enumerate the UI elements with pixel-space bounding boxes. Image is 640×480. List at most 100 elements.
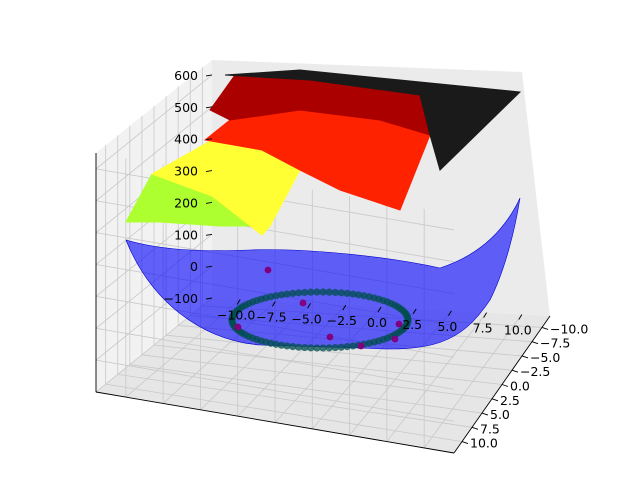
scatter-point [264,266,272,274]
ring-marker [319,288,327,296]
scatter-point [395,320,403,328]
ring-marker [313,344,321,352]
x-tick-mark [236,299,241,305]
ring-marker [313,288,321,296]
ring-marker [277,291,286,299]
ring-marker [325,288,333,296]
ring-marker [307,344,315,352]
y-tick-mark [491,398,499,402]
scatter-point [391,335,399,343]
y-tick-mark [511,369,519,373]
tick-layer: −10.0 −7.5 −5.0 −2.5 0.0 2.5 5.0 7.5 10.0 −10.0−7… [164,68,589,451]
z-tick-label: 400 [174,132,198,147]
x-tick-label: −10.0 [217,308,255,323]
z-tick-mark [205,74,213,77]
x-tick-mark [377,306,382,313]
ring-marker [349,290,357,298]
y-tick-label: 0.0 [510,379,530,394]
ring-marker [337,343,345,351]
ring-marker [337,289,345,297]
y-gridline [117,373,473,428]
y-tick-mark [501,384,509,387]
scatter-point [326,333,334,341]
ring-marker [283,342,291,350]
z-tick-mark [205,138,213,141]
y-gridline [153,344,503,385]
z-tick-label: 300 [174,164,198,179]
ring-marker [289,289,297,297]
y-tick-label: −10.0 [550,321,588,336]
scatter-layer [234,266,403,350]
x-tick-mark [412,308,417,315]
bowl-surface [125,197,521,350]
y-gridline [141,354,493,400]
x-tick-mark [307,303,311,309]
x-tick-label: 7.5 [473,321,493,336]
z-tick-mark [205,265,213,268]
x-tick-label: −5.0 [291,311,321,326]
x-tick-mark [448,310,452,316]
y-tick-mark [531,341,539,345]
y-tick-mark [461,441,469,445]
ring-marker [289,343,297,351]
z-tick-label: 500 [174,100,198,115]
ring-marker [319,344,327,352]
ring-marker [343,289,351,297]
ring-marker [272,292,280,300]
ring-marker [301,343,309,352]
ring-marker [349,342,357,350]
ring-marker [354,291,363,299]
ring-marker-layer [228,288,412,352]
z-tick-label: 0 [190,259,198,274]
scatter-point [357,342,365,350]
y-tick-mark [541,326,549,330]
z-tick-mark [205,233,213,236]
x-tick-label: 10.0 [504,323,532,338]
x-tick-label: −2.5 [327,313,357,328]
y-tick-mark [471,426,479,430]
surface-layer [125,69,522,350]
y-gridline [105,383,463,442]
x-tick-mark [483,312,488,318]
z-tick-label: 100 [174,227,198,242]
ring-marker [307,288,315,296]
y-tick-mark [481,412,489,416]
y-tick-label: −7.5 [540,336,570,351]
ring-marker [404,314,412,322]
y-tick-label: −2.5 [520,364,550,379]
upper-surface-band [224,69,522,171]
x-tick-label: 5.0 [437,319,457,334]
x-tick-label: −7.5 [256,309,286,324]
ring-marker [295,289,303,297]
z-tick-mark [205,297,213,300]
scatter-point [299,299,307,307]
y-tick-label: 10.0 [470,436,498,451]
ring-marker [343,343,351,351]
ring-marker [331,343,339,352]
z-tick-mark [205,106,213,109]
x-tick-mark [271,301,276,307]
z-tick-label: 200 [174,195,198,210]
z-tick-mark [205,201,213,204]
y-tick-label: 7.5 [480,421,500,436]
y-gridline [129,364,483,414]
ring-marker [283,290,291,298]
ring-marker [277,341,286,349]
ring-marker [295,343,303,351]
ring-marker [325,344,333,352]
x-tick-mark [342,304,347,311]
ring-marker [301,288,309,297]
z-tick-label: 600 [174,68,198,83]
y-tick-label: 2.5 [500,393,520,408]
x-tick-label: 2.5 [402,317,422,332]
z-tick-mark [205,170,213,172]
ring-marker [331,288,339,297]
x-tick-mark [518,314,523,320]
y-tick-mark [521,355,529,359]
z-tick-label: −100 [164,291,198,306]
x-tick-label: 0.0 [367,315,387,330]
scatter-point [234,323,242,331]
x-axis-line [95,391,455,454]
y-gridline [166,334,513,371]
